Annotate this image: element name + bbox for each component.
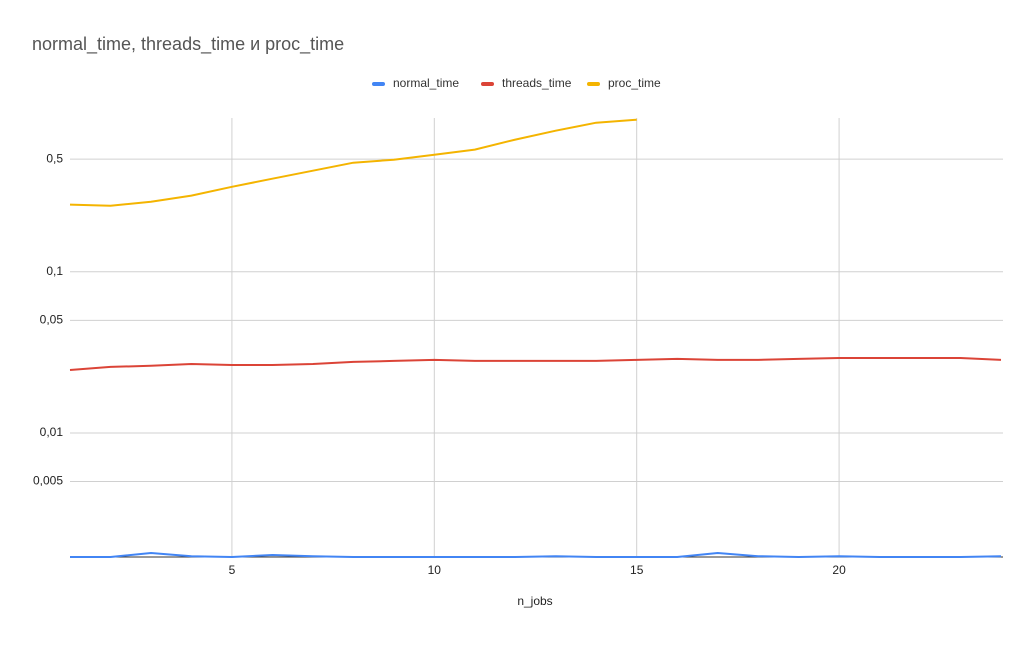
legend-label: normal_time xyxy=(393,76,459,90)
x-tick-label: 15 xyxy=(630,563,644,577)
legend-label: proc_time xyxy=(608,76,661,90)
legend-swatch xyxy=(372,82,385,86)
x-tick-label: 10 xyxy=(428,563,442,577)
y-tick-label: 0,005 xyxy=(33,474,63,488)
series-line xyxy=(69,357,1002,371)
y-tick-label: 0,05 xyxy=(40,312,64,326)
legend-swatch xyxy=(481,82,494,86)
y-tick-label: 0,1 xyxy=(46,264,63,278)
y-tick-label: 0,01 xyxy=(40,425,64,439)
x-tick-label: 5 xyxy=(229,563,236,577)
legend-swatch xyxy=(587,82,600,86)
x-axis-label: n_jobs xyxy=(517,594,552,608)
x-tick-label: 20 xyxy=(832,563,846,577)
series-line xyxy=(70,552,1002,558)
series-line xyxy=(69,118,637,207)
chart-title: normal_time, threads_time и proc_time xyxy=(32,34,344,55)
legend-label: threads_time xyxy=(502,76,572,90)
y-tick-label: 0,5 xyxy=(46,151,63,165)
